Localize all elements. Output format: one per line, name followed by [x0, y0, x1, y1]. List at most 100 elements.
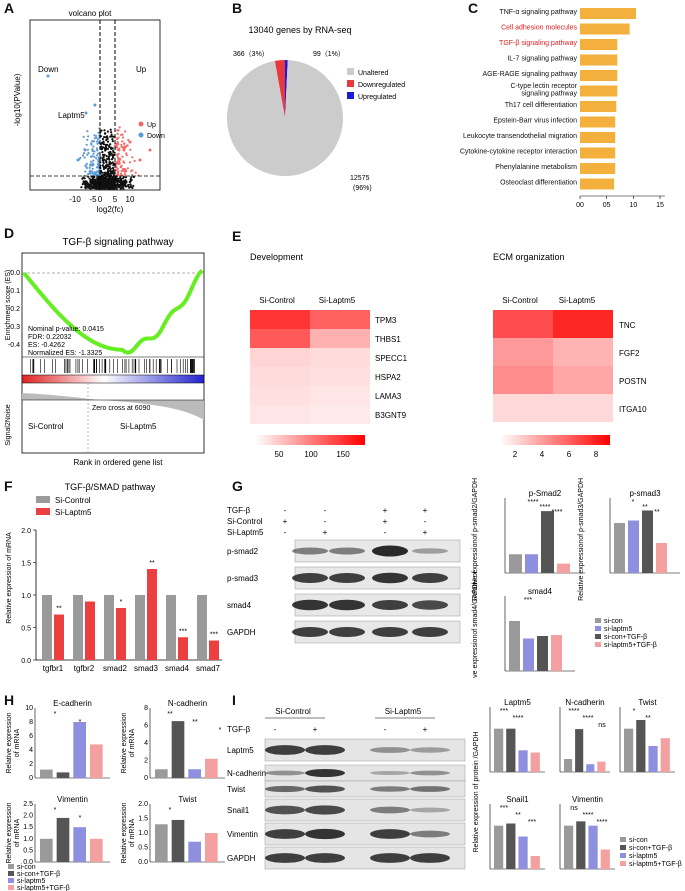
legend-down: Down	[147, 133, 165, 140]
f-sig: **	[56, 606, 62, 613]
g-row-label: Si-Control	[227, 517, 263, 526]
pathway-label: C-type lectin receptor	[510, 83, 577, 90]
volcano-title: volcano plot	[69, 9, 112, 18]
i-sign: -	[384, 725, 387, 734]
i-sig: ****	[569, 708, 580, 715]
i-bar	[648, 746, 658, 772]
panel-label-h: H	[4, 692, 15, 708]
i-bar	[564, 759, 573, 772]
f-ytick: 0.5	[21, 626, 31, 633]
dev-heat-cell	[310, 329, 370, 348]
dev-scale-tick: 150	[336, 450, 350, 459]
dev-gene: LAMA3	[375, 392, 402, 401]
down-label: Down	[38, 65, 58, 74]
pie-label-down: 366（3%）	[233, 50, 269, 58]
g-legend: si-laptm5	[604, 626, 633, 633]
g-chart-title: p-Smad2	[529, 489, 562, 498]
pathway-bar	[580, 163, 616, 174]
f-bar-laptm5	[209, 640, 219, 660]
ecm-scale-tick: 2	[513, 450, 518, 459]
i-sig: ***	[500, 708, 508, 715]
western-i: Si-Control Si-Laptm5 TGF-β - + - + Laptm5 N-cadh…	[227, 707, 466, 870]
zero-cross: Zero cross at 6090	[92, 405, 150, 412]
laptm5-label: Laptm5	[58, 111, 85, 120]
g-quant-bar	[628, 520, 639, 573]
i-sig: ***	[500, 805, 508, 812]
i-bar	[624, 728, 634, 772]
i-sign: -	[274, 725, 277, 734]
ecm-gene: FGF2	[619, 349, 640, 358]
ecm-gene: POSTN	[619, 377, 647, 386]
pathway-bar	[580, 85, 618, 97]
heatmaps: Development ECM organization Si-Control …	[250, 252, 647, 459]
f-category: smad4	[165, 664, 190, 673]
gsea-ytick: -0.1	[8, 288, 20, 295]
dev-heat-cell	[310, 386, 370, 405]
i-legend: si-con	[629, 837, 648, 844]
i-chart-title: Vimentin	[572, 795, 603, 804]
h-bar	[205, 758, 218, 778]
pathway-label: signaling pathway	[521, 90, 577, 97]
h-ylabel-2: of mRNA	[129, 818, 136, 847]
f-bar-control	[166, 595, 176, 660]
panel-label-e: E	[232, 228, 242, 244]
c-xtick: 15	[656, 202, 664, 209]
g-quant-bar	[537, 636, 548, 671]
h-sig: *	[79, 815, 82, 822]
volcano-xtick: -10	[69, 195, 81, 204]
h-bar	[73, 827, 86, 862]
f-bar-control	[104, 595, 114, 660]
pie-chart: 13040 genes by RNA-seq 366（3%） 99（1%） 12…	[226, 25, 405, 192]
g-chart-title: p-smad3	[629, 489, 661, 498]
pathway-bar	[580, 116, 616, 128]
panel-label-a: A	[4, 0, 15, 16]
gsea-ytick: -0.3	[8, 324, 20, 331]
g-ylabel: Relative expressionof smad4/GAPDH of	[472, 571, 479, 678]
f-bar-laptm5	[178, 637, 188, 660]
gsea-left-label: Si-Control	[28, 422, 64, 431]
i-bar	[518, 836, 528, 869]
pathway-bar	[580, 178, 615, 190]
h-bar	[90, 744, 103, 778]
ecm-gene: ITGA10	[619, 405, 647, 414]
pathway-label: Cell adhesion molecules	[501, 25, 577, 32]
g-sig: **	[642, 504, 648, 511]
i-band-label: Vimentin	[227, 830, 258, 839]
h-ytick: 8	[29, 719, 33, 726]
pie-slice-unaltered	[226, 60, 343, 177]
dev-heat-cell	[250, 386, 310, 405]
panel-label-f: F	[4, 478, 13, 494]
h-ytick: 2.5	[23, 801, 33, 808]
h-sig: **	[192, 719, 198, 726]
h-bar	[40, 769, 53, 778]
f-category: smad2	[103, 664, 128, 673]
i-legend: si-laptm5	[629, 853, 658, 860]
dev-col-0: Si-Control	[259, 296, 295, 305]
volcano-xtick: -5	[89, 195, 97, 204]
i-band-label: Twist	[227, 785, 246, 794]
dev-heat-cell	[250, 367, 310, 386]
g-band-label: p-smad3	[227, 574, 259, 583]
h-legend: si-con	[17, 864, 36, 871]
h-ylabel: Relative expression	[6, 802, 13, 863]
i-sig: *	[633, 708, 636, 715]
g-sign: +	[283, 517, 288, 526]
g-sign: -	[324, 506, 327, 515]
dev-gene: TPM3	[375, 316, 397, 325]
f-ylabel: Relative expression of mRNA	[6, 532, 13, 624]
i-bar	[600, 849, 610, 869]
f-ytick: 0.0	[21, 658, 31, 665]
g-sign: +	[383, 506, 388, 515]
dev-heat-cell	[310, 348, 370, 367]
h-ytick: 1.0	[23, 836, 33, 843]
h-ylabel: Relative expression	[121, 802, 128, 863]
volcano-xlabel: log2(fc)	[97, 205, 124, 214]
ecm-scale-tick: 8	[594, 450, 599, 459]
gsea-right-label: Si-Laptm5	[120, 422, 157, 431]
pie-slice-upregulated	[285, 60, 288, 118]
dev-heat-cell	[310, 310, 370, 329]
i-sig: ****	[513, 715, 524, 722]
g-quant-bar	[642, 510, 653, 573]
pathway-bar	[580, 70, 618, 81]
h-ytick: 0.0	[23, 859, 33, 866]
